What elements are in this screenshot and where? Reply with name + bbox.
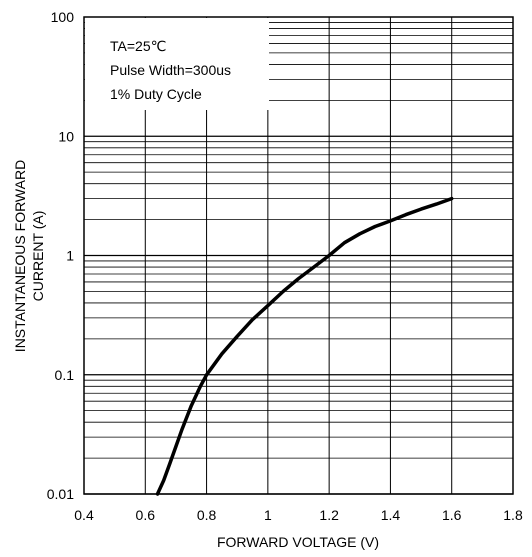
y-tick-labels: 0.01 0.1 1 10 100 (47, 9, 74, 502)
plot-frame (83, 16, 514, 495)
x-tick-label: 0.4 (74, 507, 94, 523)
grid-lines (83, 17, 514, 495)
x-tick-label: 0.8 (197, 507, 217, 523)
legend-background (85, 18, 269, 110)
y-tick-label: 0.1 (55, 367, 75, 383)
series-layer (155, 196, 454, 496)
x-tick-label: 1.6 (442, 507, 462, 523)
x-tick-label: 1.2 (319, 507, 339, 523)
x-tick-label: 1.8 (503, 507, 523, 523)
annotation-duty-cycle: 1% Duty Cycle (110, 86, 202, 102)
legend-box: TA=25℃ Pulse Width=300us 1% Duty Cycle (85, 18, 269, 110)
y-tick-label: 100 (51, 9, 75, 25)
y-tick-label: 10 (58, 128, 74, 144)
y-axis-title-line-2: CURRENT (A) (30, 211, 46, 302)
x-tick-label: 1 (264, 507, 272, 523)
y-tick-label: 1 (66, 248, 74, 264)
annotation-pulse-width: Pulse Width=300us (110, 62, 231, 78)
y-axis-title-line-1: INSTANTANEOUS FORWARD (12, 160, 28, 352)
x-tick-labels: 0.4 0.6 0.8 1 1.2 1.4 1.6 1.8 (74, 507, 523, 523)
annotation-temperature: TA=25℃ (110, 38, 166, 54)
y-tick-label: 0.01 (47, 486, 74, 502)
x-tick-label: 0.6 (136, 507, 156, 523)
series-line-forward-current (155, 196, 454, 496)
x-axis-title: FORWARD VOLTAGE (V) (217, 534, 379, 550)
x-tick-label: 1.4 (381, 507, 401, 523)
